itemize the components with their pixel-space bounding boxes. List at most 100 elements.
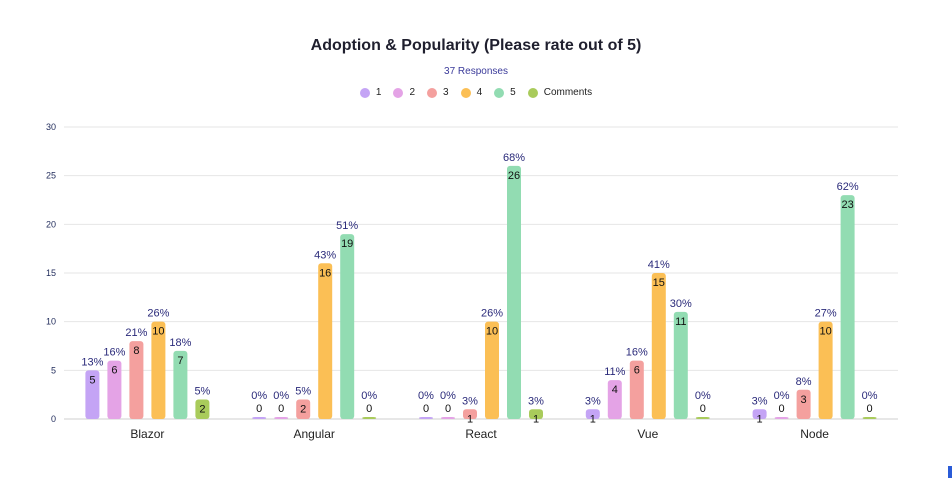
y-tick-label: 20 [46,219,56,229]
bar-percent-label: 16% [103,347,125,359]
bar [318,263,333,419]
bar-count-label: 6 [634,365,640,377]
bar-percent-label: 43% [314,249,336,261]
bar-percent-label: 51% [336,220,358,232]
legend-label: 1 [375,87,382,98]
bar [151,321,166,419]
bar [529,409,543,419]
bar-count-label: 4 [612,384,618,396]
legend-item-4[interactable]: 4 [460,87,483,98]
legend-item-1[interactable]: 1 [359,87,382,98]
bar-count-label: 1 [590,413,596,425]
bar-percent-label: 0% [273,390,289,402]
legend-swatch [494,87,505,98]
bar [695,417,710,419]
legend-label: Comments [543,87,593,98]
bar-percent-label: 0% [361,390,377,402]
x-tick-label: Node [800,427,829,441]
bar-percent-label: 16% [626,347,648,359]
bar-percent-label: 3% [585,395,601,407]
legend-label: 4 [476,87,483,98]
bar [362,417,377,419]
bar-percent-label: 41% [648,259,670,271]
bar-count-label: 19 [341,238,353,250]
legend-item-5[interactable]: 5 [494,87,516,98]
chart-subtitle: 37 Responses [444,66,508,77]
chart-title: Adoption & Popularity (Please rate out o… [310,37,642,54]
bar-percent-label: 0% [251,390,267,402]
y-tick-label: 5 [51,365,56,375]
bar-percent-label: 0% [774,390,790,402]
bar-count-label: 10 [819,326,831,338]
bar-count-label: 23 [841,199,853,211]
legend-swatch [460,87,471,98]
y-tick-label: 0 [51,414,56,424]
bar [485,321,499,419]
bar-count-label: 26 [508,170,520,182]
bar-count-label: 16 [319,267,331,279]
bar-count-label: 7 [177,355,183,367]
bar [252,417,267,419]
bar [818,321,833,419]
bar-percent-label: 8% [796,376,812,388]
chart-legend: 1 2 3 4 5 Comments [0,87,952,98]
bar-percent-label: 0% [418,390,434,402]
bar-percent-label: 3% [528,395,544,407]
bar [840,195,855,419]
bar-percent-label: 3% [752,395,768,407]
bar-count-label: 5 [89,374,95,386]
bar [796,389,811,419]
bar-count-label: 6 [111,365,117,377]
bar [296,399,311,419]
legend-label: 5 [510,87,516,98]
legend-swatch [527,87,538,98]
bar-count-label: 3 [801,394,807,406]
x-tick-label: Vue [637,427,658,441]
bar-count-label: 0 [366,403,372,415]
legend-item-comments[interactable]: Comments [527,87,593,98]
bar-percent-label: 0% [695,390,711,402]
corner-marker [948,466,952,478]
bar-percent-label: 26% [481,308,503,320]
y-tick-label: 25 [46,171,56,181]
legend-item-3[interactable]: 3 [427,87,449,98]
bar-percent-label: 13% [81,356,103,368]
bar [85,370,100,419]
bar-count-label: 10 [152,326,164,338]
legend-item-2[interactable]: 2 [393,87,415,98]
bar-percent-label: 27% [815,308,837,320]
bar-count-label: 2 [300,404,306,416]
bar [441,417,455,419]
bar-count-label: 0 [423,403,429,415]
bar-count-label: 8 [133,345,139,357]
bar [507,165,521,419]
bar-count-label: 0 [867,403,873,415]
bar-count-label: 0 [278,403,284,415]
bar-percent-label: 11% [604,366,625,378]
bar [752,409,767,419]
bar [607,380,622,419]
bar [195,399,210,419]
x-tick-label: React [465,427,497,441]
bar-count-label: 15 [653,277,665,289]
legend-label: 3 [443,87,449,98]
bar-count-label: 1 [467,413,473,425]
bar-count-label: 0 [256,403,262,415]
bar [463,409,477,419]
bar [673,311,688,419]
bar [862,417,877,419]
y-tick-label: 10 [46,317,56,327]
bar [274,417,289,419]
bar-percent-label: 21% [125,327,147,339]
bar-count-label: 0 [700,403,706,415]
bar-percent-label: 3% [462,395,478,407]
bar [629,360,644,419]
bar [419,417,433,419]
bar [774,417,789,419]
bar-percent-label: 5% [295,386,311,398]
legend-label: 2 [409,87,416,98]
bar-percent-label: 68% [503,152,525,164]
bar-percent-label: 30% [670,298,692,310]
